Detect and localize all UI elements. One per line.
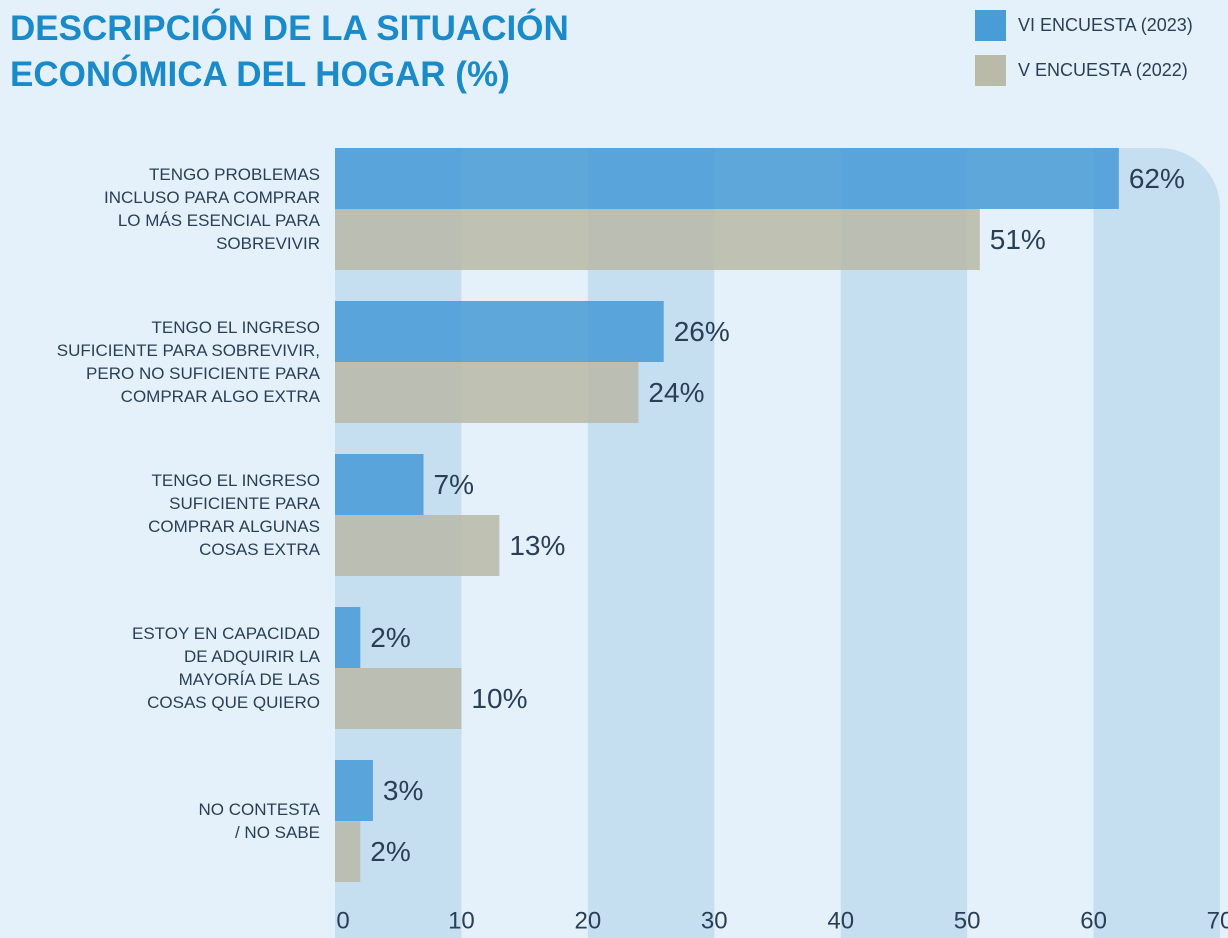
x-tick-label: 20 <box>575 907 602 934</box>
value-label: 13% <box>509 530 565 561</box>
grid-band <box>587 148 715 938</box>
value-label: 26% <box>674 316 730 347</box>
grid-band <box>1093 148 1220 938</box>
legend-swatch <box>975 55 1006 86</box>
bar <box>335 821 361 882</box>
category-label: NO CONTESTA / NO SABE <box>198 800 320 842</box>
bar <box>335 148 1119 209</box>
bar <box>335 515 500 576</box>
bar <box>335 760 373 821</box>
value-label: 3% <box>383 775 423 806</box>
legend-label: VI ENCUESTA (2023) <box>1018 15 1193 35</box>
bar <box>335 454 424 515</box>
value-label: 62% <box>1129 163 1185 194</box>
category-label: ESTOY EN CAPACIDAD DE ADQUIRIR LA MAYORÍ… <box>132 624 320 712</box>
bar <box>335 362 639 423</box>
x-tick-label: 0 <box>336 907 349 934</box>
value-label: 51% <box>990 224 1046 255</box>
category-label: TENGO EL INGRESO SUFICIENTE PARA SOBREVI… <box>56 318 320 406</box>
value-label: 24% <box>648 377 704 408</box>
category-label: TENGO PROBLEMAS INCLUSO PARA COMPRAR LO … <box>103 165 320 253</box>
category-label: TENGO EL INGRESO SUFICIENTE PARA COMPRAR… <box>148 471 320 559</box>
x-tick-label: 70 <box>1207 907 1228 934</box>
x-tick-label: 60 <box>1080 907 1107 934</box>
bar <box>335 668 462 729</box>
x-tick-label: 40 <box>827 907 854 934</box>
value-label: 2% <box>370 836 410 867</box>
bar <box>335 301 664 362</box>
value-label: 2% <box>370 622 410 653</box>
legend-label: V ENCUESTA (2022) <box>1018 60 1188 80</box>
x-tick-label: 30 <box>701 907 728 934</box>
grid-band <box>840 148 968 938</box>
x-tick-label: 10 <box>448 907 475 934</box>
legend-swatch <box>975 10 1006 41</box>
bar <box>335 607 361 668</box>
value-label: 7% <box>434 469 474 500</box>
x-tick-label: 50 <box>954 907 981 934</box>
bar <box>335 209 980 270</box>
chart-title: DESCRIPCIÓN DE LA SITUACIÓN ECONÓMICA DE… <box>10 9 569 94</box>
value-label: 10% <box>471 683 527 714</box>
